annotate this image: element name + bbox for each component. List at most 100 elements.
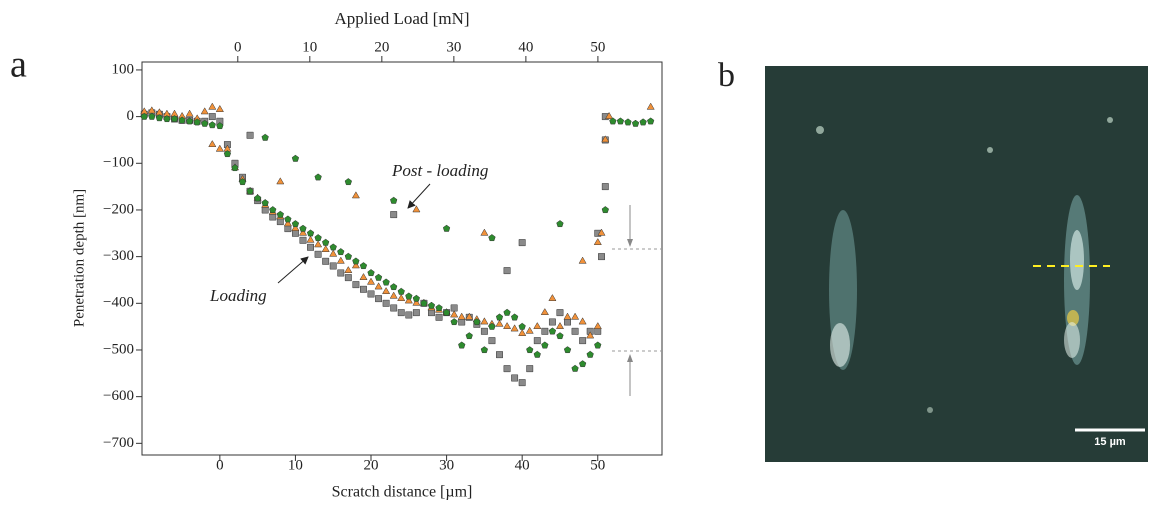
point [329,262,337,270]
point [510,324,519,332]
point [631,119,640,127]
point [526,365,534,373]
point [405,292,413,300]
point [473,318,481,326]
point [299,224,307,232]
point [390,196,398,204]
point [314,250,322,258]
point [314,234,322,242]
x-tick-label: 0 [216,457,224,473]
point [597,228,606,236]
point [397,287,405,295]
point [201,119,209,127]
point [593,238,602,245]
point [390,211,398,219]
point [322,238,330,246]
point [586,331,595,339]
point [291,224,300,231]
point [571,312,580,320]
point [548,294,557,301]
point [284,225,292,233]
point [593,322,602,329]
point [555,322,565,329]
point [525,326,534,334]
point [140,112,148,120]
point [306,229,315,237]
x2-tick-label: 0 [234,39,242,55]
point [155,114,163,122]
point [148,112,156,120]
point [488,234,496,242]
point [480,228,489,236]
point [390,304,398,312]
point [246,187,254,195]
point [503,308,511,316]
point [518,379,526,387]
point [208,121,216,129]
point [488,322,496,330]
point [594,341,602,349]
point [533,350,541,358]
point [533,337,541,345]
point [269,213,277,221]
point [291,220,300,228]
point [480,327,488,335]
point [351,191,360,199]
point [208,102,217,110]
point [344,178,352,186]
annotation: Post - loading [391,161,488,180]
point [344,266,353,273]
point [359,273,368,280]
point [321,245,330,252]
point [442,308,451,316]
point [367,290,375,298]
point [208,113,216,121]
point [556,309,564,317]
point [344,252,352,260]
point [375,295,383,303]
point [298,228,308,236]
x2-tick-label: 50 [590,39,605,55]
point [389,291,398,299]
point [458,341,466,349]
point [412,309,420,317]
point [238,178,247,186]
point [564,318,571,326]
x2-tick-label: 30 [446,39,461,55]
point [352,257,360,265]
point [216,117,224,125]
point [518,329,527,336]
point [170,115,179,123]
point [579,337,587,345]
point [601,206,609,214]
x-tick-label: 40 [515,457,530,473]
point [503,365,511,373]
point [186,117,194,125]
point [329,249,338,257]
point [382,278,390,286]
point [283,219,292,227]
point [511,374,519,382]
point [420,299,428,307]
point [442,224,451,232]
y-tick-label: −100 [103,155,134,171]
point [563,312,572,320]
point [291,229,299,237]
point [412,294,420,302]
point [215,104,224,112]
point [254,194,262,202]
point [404,296,413,304]
point [495,319,504,327]
point [465,312,474,320]
annotation: Loading [209,286,267,305]
point [351,261,360,269]
point [193,118,201,126]
point [609,117,617,125]
point [578,256,587,264]
point [541,327,549,335]
point [314,240,323,248]
point [397,309,405,317]
point [215,144,224,152]
point [465,332,473,340]
point [185,109,194,117]
